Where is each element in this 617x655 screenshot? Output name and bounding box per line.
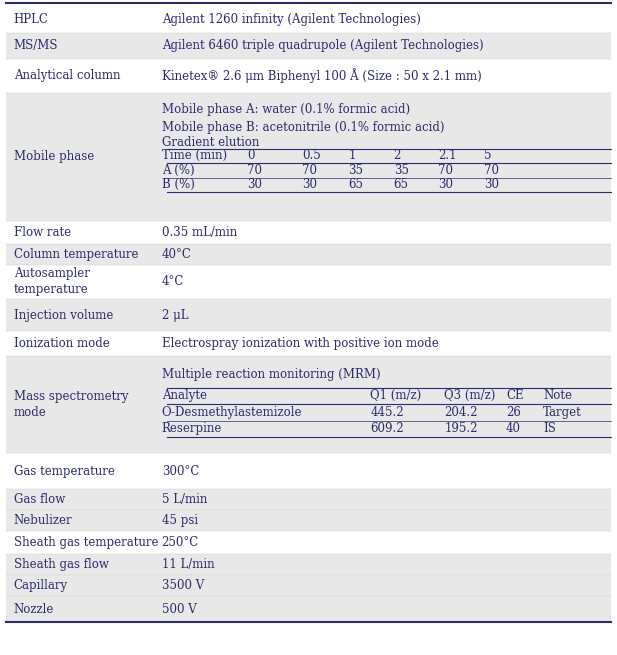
Text: Gradient elution: Gradient elution [162,136,259,149]
Text: 40°C: 40°C [162,248,191,261]
Text: 300°C: 300°C [162,465,199,477]
Text: Q1 (m/z): Q1 (m/z) [370,390,421,402]
FancyBboxPatch shape [6,554,611,575]
Text: Note: Note [543,390,572,402]
Text: Sheath gas flow: Sheath gas flow [14,558,109,571]
Text: Nozzle: Nozzle [14,603,54,616]
Text: 5 L/min: 5 L/min [162,493,207,506]
Text: 2: 2 [394,149,401,162]
FancyBboxPatch shape [6,244,611,265]
Text: 70: 70 [484,164,499,177]
Text: 70: 70 [302,164,317,177]
Text: Ionization mode: Ionization mode [14,337,109,350]
Text: 2.1: 2.1 [438,149,457,162]
Text: 30: 30 [484,178,499,191]
Text: Autosampler
temperature: Autosampler temperature [14,267,89,296]
Text: Injection volume: Injection volume [14,309,113,322]
Text: Q3 (m/z): Q3 (m/z) [444,390,495,402]
Text: 1: 1 [349,149,356,162]
Text: 35: 35 [349,164,363,177]
Text: 30: 30 [302,178,317,191]
Text: 609.2: 609.2 [370,422,404,435]
Text: 45 psi: 45 psi [162,514,198,527]
Text: 500 V: 500 V [162,603,196,616]
Text: 30: 30 [438,178,453,191]
FancyBboxPatch shape [6,331,611,356]
Text: 4°C: 4°C [162,275,184,288]
Text: 0.35 mL/min: 0.35 mL/min [162,226,237,238]
FancyBboxPatch shape [6,299,611,331]
Text: A (%): A (%) [162,164,194,177]
Text: Nebulizer: Nebulizer [14,514,72,527]
FancyBboxPatch shape [6,221,611,244]
Text: Analytical column: Analytical column [14,69,120,83]
Text: Gas flow: Gas flow [14,493,65,506]
Text: MS/MS: MS/MS [14,39,58,52]
Text: 3500 V: 3500 V [162,579,204,592]
Text: Gas temperature: Gas temperature [14,465,114,477]
Text: Reserpine: Reserpine [162,422,222,435]
Text: 204.2: 204.2 [444,406,478,419]
FancyBboxPatch shape [6,93,611,221]
Text: 40: 40 [506,422,521,435]
Text: 35: 35 [394,164,408,177]
Text: HPLC: HPLC [14,13,49,26]
Text: Column temperature: Column temperature [14,248,138,261]
FancyBboxPatch shape [6,596,611,622]
Text: 30: 30 [247,178,262,191]
Text: Analyte: Analyte [162,390,207,402]
Text: 65: 65 [349,178,363,191]
Text: Time (min): Time (min) [162,149,227,162]
Text: 195.2: 195.2 [444,422,478,435]
Text: Mobile phase A: water (0.1% formic acid): Mobile phase A: water (0.1% formic acid) [162,103,410,116]
FancyBboxPatch shape [6,7,611,33]
Text: 2 μL: 2 μL [162,309,188,322]
Text: 445.2: 445.2 [370,406,404,419]
FancyBboxPatch shape [6,531,611,554]
Text: Flow rate: Flow rate [14,226,71,238]
Text: CE: CE [506,390,524,402]
Text: 26: 26 [506,406,521,419]
Text: Mobile phase: Mobile phase [14,151,94,163]
Text: 0: 0 [247,149,254,162]
Text: 70: 70 [247,164,262,177]
Text: O-Desmethylastemizole: O-Desmethylastemizole [162,406,302,419]
FancyBboxPatch shape [6,453,611,489]
Text: Agilent 1260 infinity (Agilent Technologies): Agilent 1260 infinity (Agilent Technolog… [162,13,421,26]
FancyBboxPatch shape [6,356,611,453]
FancyBboxPatch shape [6,510,611,531]
FancyBboxPatch shape [6,59,611,93]
Text: 11 L/min: 11 L/min [162,558,214,571]
Text: 70: 70 [438,164,453,177]
Text: 250°C: 250°C [162,536,199,549]
Text: Target: Target [543,406,582,419]
Text: Kinetex® 2.6 μm Biphenyl 100 Å (Size : 50 x 2.1 mm): Kinetex® 2.6 μm Biphenyl 100 Å (Size : 5… [162,69,481,83]
Text: 0.5: 0.5 [302,149,321,162]
Text: Mobile phase B: acetonitrile (0.1% formic acid): Mobile phase B: acetonitrile (0.1% formi… [162,121,444,134]
Text: Multiple reaction monitoring (MRM): Multiple reaction monitoring (MRM) [162,368,380,381]
Text: 65: 65 [394,178,408,191]
FancyBboxPatch shape [6,575,611,596]
Text: Electrospray ionization with positive ion mode: Electrospray ionization with positive io… [162,337,439,350]
FancyBboxPatch shape [6,265,611,299]
Text: Sheath gas temperature: Sheath gas temperature [14,536,158,549]
Text: 5: 5 [484,149,492,162]
Text: B (%): B (%) [162,178,194,191]
FancyBboxPatch shape [6,33,611,59]
Text: Capillary: Capillary [14,579,68,592]
Text: Mass spectrometry
mode: Mass spectrometry mode [14,390,128,419]
Text: IS: IS [543,422,556,435]
Text: Agilent 6460 triple quadrupole (Agilent Technologies): Agilent 6460 triple quadrupole (Agilent … [162,39,483,52]
FancyBboxPatch shape [6,489,611,510]
